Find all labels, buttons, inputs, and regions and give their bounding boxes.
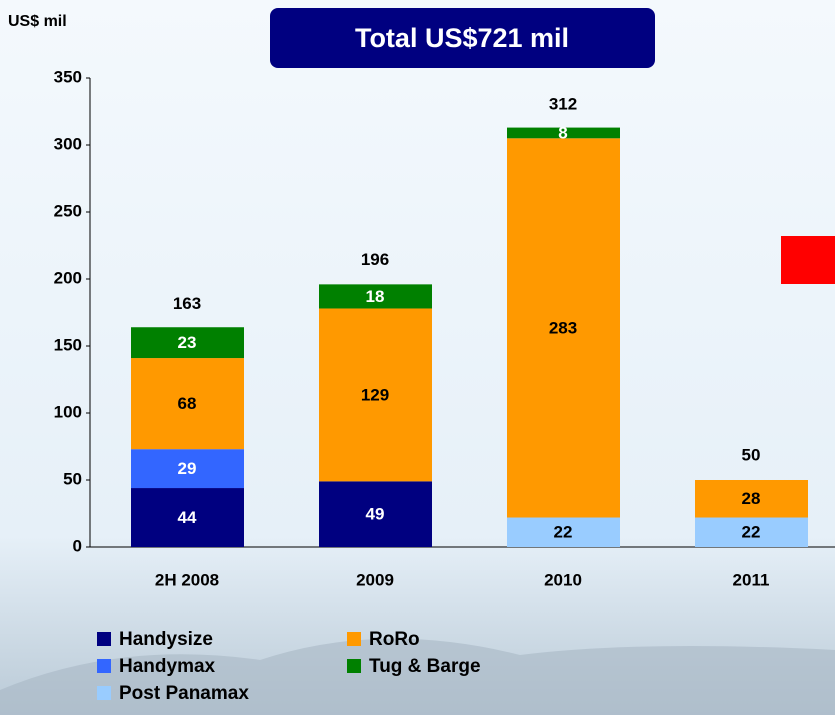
y-tick-label: 300 — [54, 134, 82, 153]
legend-label: Post Panamax — [119, 683, 249, 704]
value-label: 18 — [366, 287, 385, 306]
total-label: 312 — [549, 94, 577, 113]
value-label: 8 — [558, 123, 567, 142]
legend-label: Tug & Barge — [369, 656, 481, 677]
y-tick-label: 0 — [73, 536, 82, 555]
legend-swatch — [97, 686, 111, 700]
value-label: 22 — [554, 523, 573, 542]
x-tick-label: 2010 — [544, 570, 582, 589]
y-tick-label: 200 — [54, 268, 82, 287]
legend-swatch — [97, 659, 111, 673]
legend-label: Handymax — [119, 656, 216, 677]
total-label: 196 — [361, 250, 389, 269]
x-tick-label: 2H 2008 — [155, 570, 219, 589]
legend-swatch — [347, 659, 361, 673]
y-tick-label: 150 — [54, 335, 82, 354]
legend-label: RoRo — [369, 629, 420, 650]
y-tick-label: 50 — [63, 469, 82, 488]
chart: Total US$721 mil US$ mil 0 50 100 150 200 250… — [0, 0, 835, 715]
value-label: 44 — [178, 508, 197, 527]
value-label: 23 — [178, 333, 197, 352]
x-tick-label: 2009 — [356, 570, 394, 589]
chart-title: Total US$721 mil — [355, 23, 569, 53]
value-label: 29 — [178, 459, 197, 478]
legend-swatch — [347, 632, 361, 646]
x-tick-label: 2011 — [733, 570, 770, 589]
legend-swatch — [97, 632, 111, 646]
value-label: 129 — [361, 385, 389, 404]
y-axis-label: US$ mil — [8, 13, 67, 30]
value-label: 22 — [742, 523, 761, 542]
y-tick-label: 350 — [54, 67, 82, 86]
value-label: 283 — [549, 318, 577, 337]
red-box — [781, 236, 835, 284]
value-label: 49 — [366, 505, 385, 524]
value-label: 68 — [178, 394, 197, 413]
total-label: 50 — [742, 445, 761, 464]
legend-label: Handysize — [119, 629, 213, 650]
y-tick-label: 250 — [54, 201, 82, 220]
total-label: 163 — [173, 294, 201, 313]
y-tick-label: 100 — [54, 402, 82, 421]
value-label: 28 — [742, 489, 761, 508]
